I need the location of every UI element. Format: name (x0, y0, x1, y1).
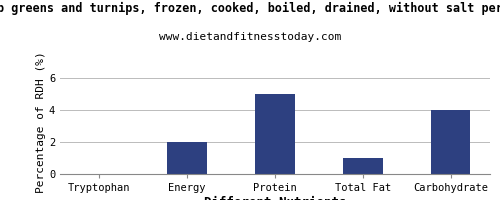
Bar (168, 142, 207, 174)
X-axis label: Different Nutrients: Different Nutrients (204, 196, 346, 200)
Bar (255, 94, 295, 174)
Text: www.dietandfitnesstoday.com: www.dietandfitnesstoday.com (159, 32, 341, 42)
Text: p greens and turnips, frozen, cooked, boiled, drained, without salt per: p greens and turnips, frozen, cooked, bo… (0, 2, 500, 15)
Y-axis label: Percentage of RDH (%): Percentage of RDH (%) (36, 51, 46, 193)
Bar (343, 158, 382, 174)
Bar (431, 110, 470, 174)
